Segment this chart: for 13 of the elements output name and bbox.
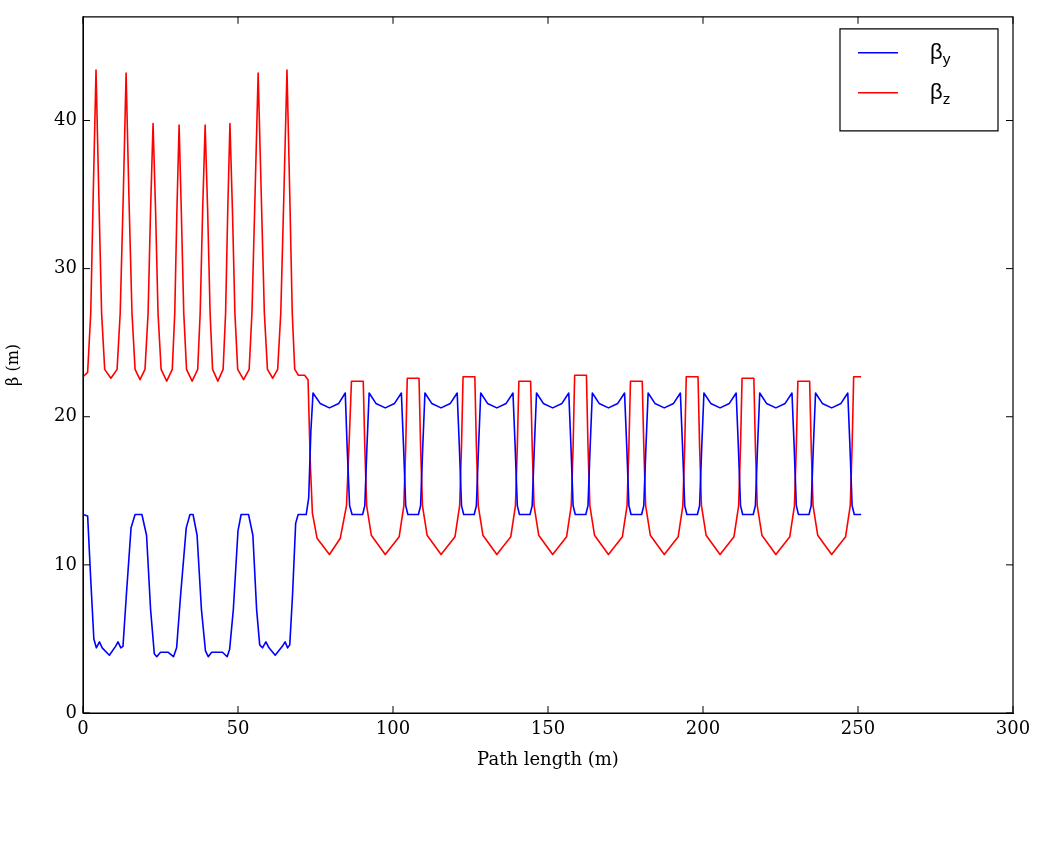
y-tick-label: 20 <box>54 404 77 426</box>
x-tick-label: 250 <box>840 717 876 739</box>
x-tick-label: 300 <box>995 717 1031 739</box>
y-tick-label: 10 <box>54 552 77 574</box>
x-axis-title: Path length (m) <box>477 747 619 769</box>
y-tick-label: 40 <box>54 108 77 130</box>
x-tick-label: 100 <box>375 717 411 739</box>
x-tick-label: 150 <box>530 717 566 739</box>
y-tick-label: 0 <box>65 700 77 722</box>
y-tick-label: 30 <box>54 256 77 278</box>
y-axis-title: β (m) <box>2 343 22 386</box>
x-tick-label: 50 <box>226 717 250 739</box>
x-tick-label: 200 <box>685 717 721 739</box>
